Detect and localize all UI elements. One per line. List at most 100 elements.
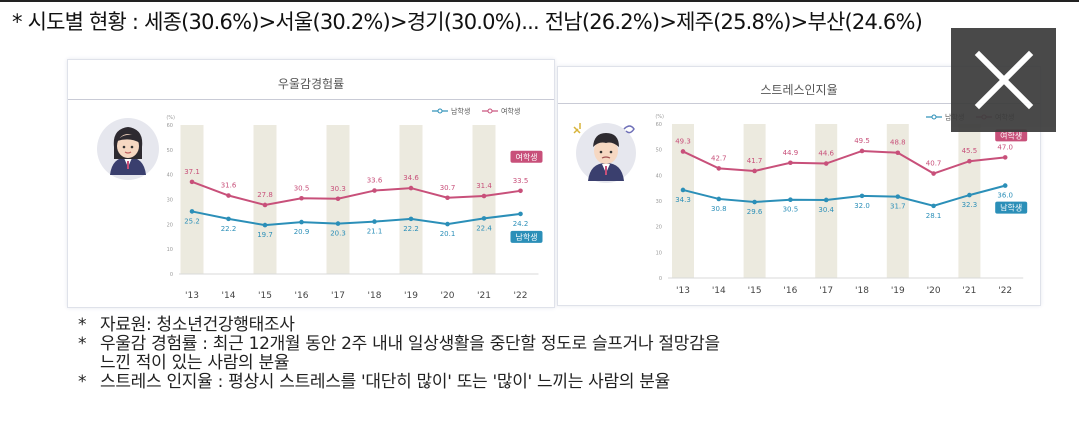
legend-marker-male <box>931 114 937 120</box>
top-rule <box>0 0 1079 2</box>
male-badge-label: 남학생 <box>515 232 537 242</box>
chart-title: 우울감경험률 <box>277 77 345 91</box>
male-data-point <box>445 221 450 227</box>
x-tick-label: '18 <box>368 291 382 301</box>
x-tick-label: '16 <box>783 286 797 296</box>
female-data-label: 44.6 <box>818 150 834 158</box>
footnotes: * 자료원: 청소년건강행태조사 * 우울감 경험률 : 최근 12개월 동안 2주… <box>78 316 720 392</box>
female-data-label: 33.5 <box>513 177 529 185</box>
female-data-label: 31.4 <box>476 182 492 190</box>
male-data-label: 25.2 <box>184 217 200 225</box>
male-data-point <box>299 219 304 225</box>
x-tick-label: '19 <box>404 291 418 301</box>
female-data-label: 27.8 <box>257 191 273 199</box>
male-data-label: 32.3 <box>962 201 978 209</box>
legend-label-male: 남학생 <box>451 107 470 116</box>
female-data-label: 44.9 <box>783 149 799 157</box>
male-data-point <box>408 216 414 222</box>
y-tick-label: 50 <box>656 148 662 154</box>
male-data-label: 29.6 <box>747 208 763 216</box>
female-data-point <box>967 158 972 164</box>
female-data-label: 48.8 <box>890 139 906 147</box>
male-data-label: 22.2 <box>403 225 419 233</box>
male-data-point <box>752 199 757 205</box>
x-tick-label: '21 <box>477 291 491 301</box>
female-data-point <box>859 148 865 154</box>
y-tick-label: 40 <box>656 173 662 179</box>
year-band <box>886 124 909 278</box>
female-data-point <box>931 171 936 176</box>
male-data-label: 20.3 <box>330 230 346 238</box>
year-band <box>180 125 204 274</box>
footnote-text: 우울감 경험률 : 최근 12개월 동안 2주 내내 일상생활을 중단할 정도로… <box>100 334 720 354</box>
male-data-point <box>680 187 686 193</box>
male-data-point <box>895 194 901 199</box>
year-band <box>399 125 423 274</box>
x-tick-label: '20 <box>441 291 455 301</box>
female-data-label: 33.6 <box>367 177 383 185</box>
male-series-line <box>191 210 521 227</box>
legend-label-female: 여학생 <box>501 107 520 116</box>
legend-marker-male <box>437 108 443 114</box>
x-tick-label: '22 <box>998 286 1012 296</box>
male-data-label: 20.1 <box>440 230 456 238</box>
y-tick-label: 60 <box>167 123 173 129</box>
footnote-source: * 자료원: 청소년건강행태조사 <box>78 315 295 335</box>
female-data-point <box>445 195 450 201</box>
y-tick-label: 60 <box>656 122 662 128</box>
female-data-point <box>335 196 341 202</box>
chart-title: 스트레스인지율 <box>760 83 838 97</box>
female-data-label: 42.7 <box>711 154 727 162</box>
y-tick-label: 20 <box>167 222 173 228</box>
female-data-label: 37.1 <box>184 168 200 176</box>
x-tick-label: '19 <box>891 286 905 296</box>
x-tick-label: '17 <box>331 291 345 301</box>
male-series-line <box>682 184 1006 207</box>
footnote-depression-definition: * 우울감 경험률 : 최근 12개월 동안 2주 내내 일상생활을 중단할 정도… <box>78 334 720 354</box>
female-series-line <box>191 180 521 206</box>
x-tick-label: '13 <box>185 291 199 301</box>
x-tick-label: '14 <box>712 286 726 296</box>
female-data-point <box>752 168 757 174</box>
depression-line-chart: 0 10 20 30 40 50 60 (%) '13 '14 '15 '16 '17 '18 '19 '20… <box>166 107 543 301</box>
male-data-point <box>335 221 341 226</box>
x-tick-label: '20 <box>927 286 941 296</box>
male-data-point <box>716 196 722 202</box>
male-data-label: 30.4 <box>818 206 834 214</box>
male-data-label: 22.2 <box>221 225 237 233</box>
female-badge <box>995 129 1028 142</box>
male-data-label: 32.0 <box>854 202 870 210</box>
female-data-point <box>226 193 231 198</box>
male-badge <box>995 201 1028 214</box>
female-data-label: 41.7 <box>747 157 763 165</box>
depression-chart-panel: 우울감경험률 0 10 20 30 40 50 60 (%) '13 '14 '15 '16 '17 '1… <box>67 59 555 308</box>
female-badge-label: 여학생 <box>1000 130 1022 140</box>
male-data-point <box>372 219 377 224</box>
female-data-label: 34.6 <box>403 174 419 182</box>
close-button[interactable] <box>951 28 1056 132</box>
y-tick-label: 40 <box>167 173 173 179</box>
female-student-avatar <box>97 118 159 180</box>
male-data-label: 34.3 <box>675 196 691 204</box>
female-data-label: 45.5 <box>962 147 978 155</box>
x-tick-label: '14 <box>222 291 236 301</box>
y-tick-label: 10 <box>656 250 662 256</box>
male-data-label: 21.1 <box>367 228 383 236</box>
x-tick-label: '13 <box>676 286 690 296</box>
female-data-point <box>262 202 268 208</box>
male-data-point <box>262 222 268 228</box>
male-data-point <box>518 211 523 217</box>
y-tick-label: 30 <box>656 199 662 205</box>
female-data-point <box>1002 155 1008 160</box>
male-data-label: 19.7 <box>257 231 273 239</box>
female-data-point <box>680 149 686 154</box>
female-data-point <box>823 161 829 166</box>
footnote-depression-definition-cont: 느낀 적이 있는 사람의 분율 <box>78 354 720 373</box>
male-data-point <box>931 203 936 209</box>
male-data-label: 22.4 <box>476 224 492 232</box>
y-tick-label: 0 <box>659 276 662 282</box>
footnote-text: 자료원: 청소년건강행태조사 <box>100 315 295 335</box>
x-tick-label: '22 <box>514 291 528 301</box>
year-band <box>472 125 496 274</box>
female-data-point <box>372 188 377 193</box>
